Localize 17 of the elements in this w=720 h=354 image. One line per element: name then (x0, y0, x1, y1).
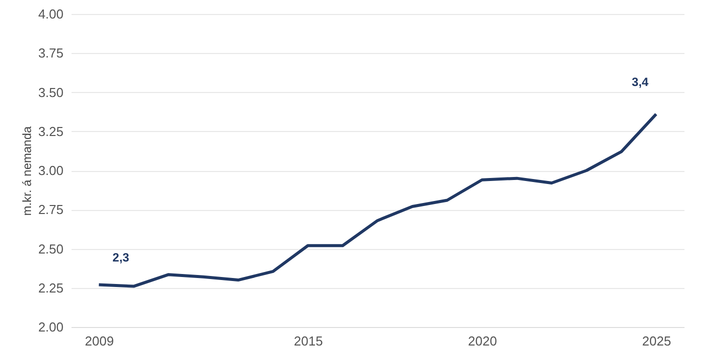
y-tick-label: 4.00 (38, 6, 64, 22)
x-tick-label: 2020 (468, 334, 497, 348)
line-series (97, 112, 658, 288)
y-tick-label: 3.50 (38, 84, 64, 100)
x-tick-label: 2025 (642, 334, 672, 348)
y-tick-label: 2.50 (38, 241, 64, 256)
y-tick-label: 3.00 (38, 163, 64, 178)
y-axis-title: m.kr. á nemanda (20, 126, 34, 216)
y-tick-label: 3.25 (38, 124, 64, 139)
x-tick-label: 2015 (294, 334, 323, 348)
annotation: 2,3 (112, 250, 130, 265)
y-tick-label: 3.75 (38, 46, 64, 61)
y-tick-label: 2.75 (38, 202, 64, 218)
x-tick-label: 2009 (84, 334, 114, 348)
y-tick-label: 2.25 (38, 280, 64, 296)
y-tick-label: 2.00 (38, 320, 64, 334)
annotation: 3,4 (632, 75, 649, 90)
